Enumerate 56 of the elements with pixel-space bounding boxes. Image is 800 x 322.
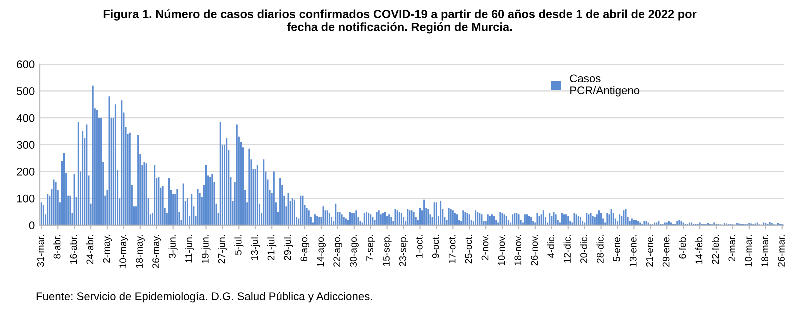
x-tick-label: 7-sep.	[366, 235, 376, 261]
x-tick-label: 26-nov.	[531, 235, 538, 266]
x-tick-label: 22-feb.	[712, 235, 720, 264]
x-tick-label: 24-abr.	[86, 235, 94, 264]
x-tick-label: 29-ene.	[662, 235, 670, 267]
x-tick-label: 2-mar.	[728, 235, 736, 262]
x-tick-label: 10-may.	[120, 235, 128, 268]
y-tick-label: 500	[17, 88, 35, 96]
x-tick-label: 8-abr.	[54, 235, 61, 259]
x-tick-label: 5-jul.	[234, 235, 244, 256]
x-tick-label: 29-jul.	[284, 235, 294, 260]
x-tick-label: 5-ene.	[614, 235, 620, 262]
x-tick-label: 6-feb.	[679, 235, 686, 259]
x-tick-label: 16-abr.	[70, 235, 78, 264]
x-tick-label: 31-mar.	[37, 235, 44, 268]
x-tick-label: 20-dic.	[580, 235, 588, 264]
x-tick-label: 26-mar.	[778, 235, 785, 267]
y-tick-label: 0	[29, 222, 35, 230]
x-tick-label: 6-ago.	[300, 235, 310, 262]
x-tick-label: 10-nov.	[498, 235, 506, 266]
x-tick-label: 4-dic.	[547, 235, 555, 258]
x-tick-label: 2-may.	[103, 235, 112, 263]
x-tick-label: 18-mar.	[762, 235, 769, 267]
y-tick-label: 300	[17, 141, 35, 150]
legend-label: Casos PCR/Antigeno	[570, 74, 640, 97]
y-tick-label: 600	[17, 60, 35, 69]
x-tick-label: 17-oct.	[448, 235, 456, 264]
x-tick-label: 26-may.	[152, 235, 162, 268]
x-tick-label: 13-ene.	[630, 235, 637, 267]
x-tick-label: 10-mar.	[745, 235, 752, 267]
x-tick-label: 1-oct.	[416, 235, 423, 258]
x-tick-label: 27-jun.	[218, 235, 228, 264]
y-tick-label: 400	[16, 114, 35, 122]
x-tick-label: 23-sep.	[399, 235, 408, 266]
x-tick-label: 14-feb.	[696, 235, 703, 264]
x-tick-label: 3-jun.	[168, 235, 178, 258]
x-tick-label: 21-jul.	[268, 235, 277, 260]
x-tick-label: 12-dic.	[564, 235, 571, 263]
x-tick-label: 2-nov.	[482, 235, 489, 260]
x-tick-label: 11-jun.	[185, 235, 194, 263]
x-tick-label: 14-ago.	[317, 235, 326, 267]
x-tick-label: 21-ene.	[646, 235, 654, 267]
x-tick-label: 22-ago.	[334, 235, 342, 267]
chart-title: Figura 1. Número de casos diarios confirmados COVID-19 a partir de 60 años desde 1 de abril de 2022 por fecha de notificación. Región de Murcia.	[104, 10, 697, 34]
x-tick-label: 28-dic.	[596, 235, 604, 264]
x-tick-label: 25-oct.	[465, 235, 472, 264]
source-note: Fuente: Servicio de Epidemiología. D.G. Salud Pública y Adicciones.	[36, 292, 372, 303]
y-tick-label: 100	[17, 194, 35, 203]
x-tick-label: 15-sep.	[383, 235, 392, 266]
x-tick-label: 13-jul.	[251, 235, 260, 260]
y-tick-label: 200	[17, 168, 35, 176]
x-tick-label: 18-nov.	[514, 235, 522, 266]
x-tick-label: 9-oct.	[432, 235, 440, 258]
x-tick-label: 30-ago.	[350, 235, 359, 268]
x-tick-label: 19-jun.	[202, 235, 211, 264]
x-tick-label: 18-may.	[136, 235, 145, 268]
